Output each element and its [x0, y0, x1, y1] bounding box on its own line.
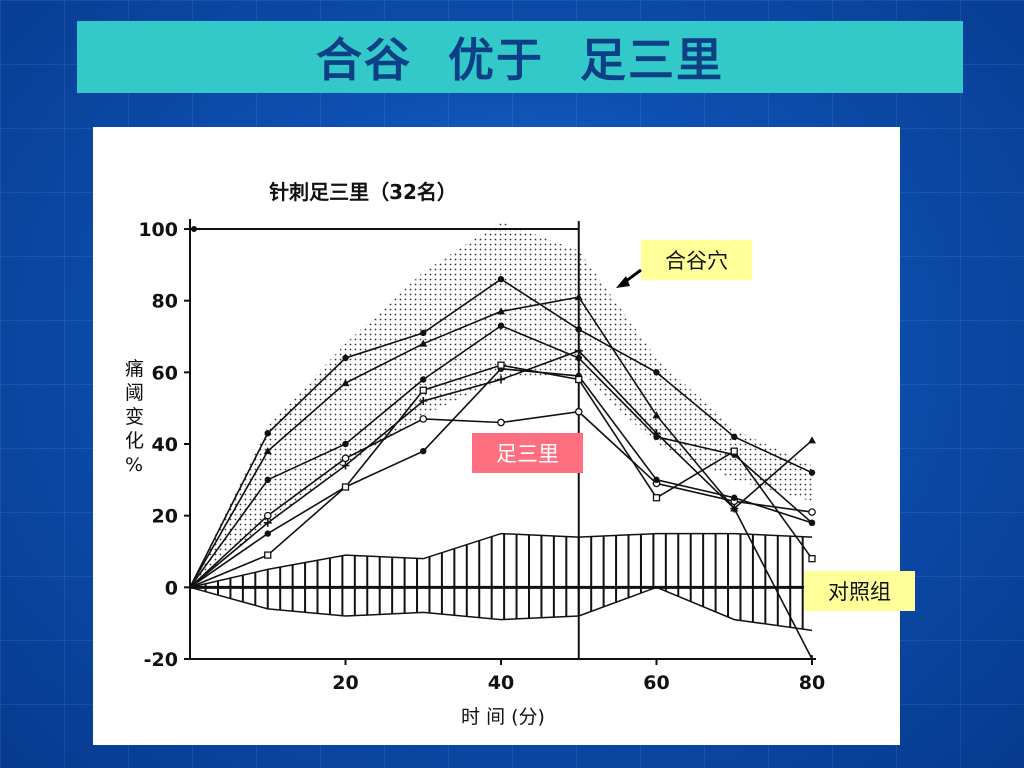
data-point: [808, 519, 816, 527]
data-point: [731, 494, 738, 501]
series-layer: [189, 275, 816, 663]
series-7: [189, 361, 816, 589]
data-point: [497, 322, 505, 329]
data-point: [420, 376, 427, 383]
series-1: [189, 275, 816, 588]
data-point: [263, 511, 272, 520]
control-annotation: 对照组: [804, 571, 915, 611]
response-band: [190, 221, 812, 588]
data-point: [263, 447, 272, 455]
y-tick-label: 60: [152, 362, 178, 384]
data-point: [341, 454, 350, 463]
slide-title-bar: 合谷 优于 足三里: [77, 21, 963, 93]
y-tick-label: -20: [144, 649, 178, 671]
data-point: [419, 386, 427, 394]
zusanli-label: 足三里: [496, 442, 559, 466]
data-point: [653, 476, 660, 484]
data-point: [341, 461, 350, 470]
data-point: [497, 418, 505, 427]
y-tick-label: 20: [152, 506, 178, 528]
axes-layer: 100 80 60 40 20 0 -20 20 40 60 80: [138, 219, 825, 694]
control-lower-line: [189, 586, 813, 632]
data-point: [652, 411, 661, 419]
data-point: [808, 655, 816, 663]
data-point: [263, 518, 272, 527]
response-band-layer: [190, 221, 812, 588]
series-2: [189, 293, 816, 588]
data-point: [731, 433, 738, 441]
data-point: [342, 354, 349, 362]
data-point: [264, 551, 272, 559]
x-tick-label: 40: [488, 672, 514, 694]
data-point: [341, 379, 350, 387]
data-point: [264, 476, 271, 484]
data-point: [808, 555, 816, 563]
zusanli-annotation: 足三里: [472, 433, 583, 473]
data-point: [653, 369, 660, 376]
slide-title: 合谷 优于 足三里: [315, 33, 725, 87]
data-point: [497, 307, 505, 315]
data-point: [419, 339, 428, 347]
data-point: [342, 440, 349, 448]
data-point: [575, 354, 582, 362]
x-tick-label: 20: [332, 672, 358, 694]
control-upper-line: [189, 532, 813, 589]
y-axis-label: 痛阈变化%: [125, 358, 144, 476]
y-tick-label: 100: [138, 219, 178, 241]
data-point: [419, 397, 428, 405]
data-point: [420, 329, 427, 337]
data-point: [730, 447, 738, 455]
data-point: [575, 326, 582, 333]
hegu-annotation: 合谷穴: [641, 240, 752, 280]
stimulation-bracket-start: [191, 226, 197, 232]
data-point: [420, 447, 427, 455]
y-tick-label: 40: [152, 434, 178, 456]
data-point: [652, 429, 661, 438]
control-label: 对照组: [828, 580, 891, 604]
y-tick-label: 80: [152, 291, 178, 313]
series-5: [189, 346, 816, 663]
chart-svg: 针刺足三里（32名） 时 间 (分) 痛阈变化% 100 80 60 40 20 0 -20…: [125, 180, 825, 728]
data-point: [808, 508, 816, 516]
hegu-label: 合谷穴: [665, 249, 728, 273]
x-tick-label: 60: [643, 672, 669, 694]
data-point: [575, 375, 583, 384]
data-point: [574, 346, 583, 355]
data-point: [264, 530, 271, 537]
x-axis-label: 时 间 (分): [461, 706, 545, 728]
data-point: [341, 483, 350, 491]
data-point: [574, 407, 583, 416]
data-point: [808, 436, 816, 444]
data-point: [497, 375, 505, 384]
y-tick-label: 0: [165, 577, 178, 599]
data-point: [730, 504, 739, 513]
data-point: [808, 469, 816, 476]
control-band-layer: [189, 532, 813, 632]
data-point: [574, 293, 583, 301]
data-point: [419, 415, 428, 423]
data-point: [497, 361, 505, 369]
data-point: [497, 275, 505, 283]
data-point: [264, 430, 271, 437]
data-point: [652, 494, 661, 502]
x-tick-label: 80: [799, 672, 825, 694]
chart-title: 针刺足三里（32名）: [269, 180, 457, 204]
